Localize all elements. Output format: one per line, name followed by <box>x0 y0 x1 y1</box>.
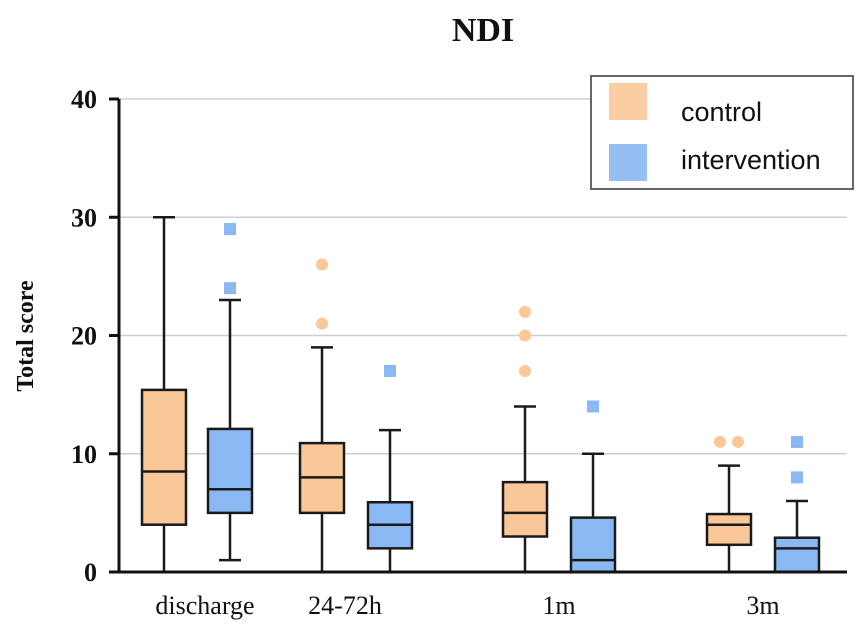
axes: 0 10 20 30 40 discharge 24-72h 1m 3m <box>71 85 847 620</box>
x-tick-label-1m: 1m <box>542 591 575 620</box>
outlier-point <box>587 400 599 413</box>
legend-label-control: control <box>681 97 762 127</box>
outlier-point <box>714 435 726 448</box>
chart-title: NDI <box>452 12 514 49</box>
y-axis-label: Total score <box>13 280 39 392</box>
outlier-point <box>791 471 803 484</box>
y-tick-label: 40 <box>71 85 97 114</box>
iqr-box <box>773 536 821 574</box>
outlier-point <box>316 258 328 271</box>
box-intervention-24-72h <box>366 364 414 572</box>
outlier-point <box>519 329 531 342</box>
outlier-point <box>224 223 236 236</box>
box-control-discharge <box>140 216 188 572</box>
outlier-point <box>224 282 236 295</box>
y-tick-label: 30 <box>71 203 97 232</box>
iqr-box <box>140 388 188 526</box>
x-tick-label-discharge: discharge <box>155 591 254 620</box>
legend-swatch-intervention <box>609 144 647 181</box>
x-tick-label-24-72h: 24-72h <box>308 591 382 620</box>
outlier-point <box>519 364 531 377</box>
outlier-point <box>791 435 803 448</box>
outlier-point <box>384 364 396 377</box>
iqr-box <box>501 480 549 538</box>
box-series <box>140 216 821 574</box>
iqr-box <box>206 427 254 515</box>
iqr-box <box>705 512 753 547</box>
legend: control intervention <box>590 75 854 190</box>
box-intervention-1m <box>569 400 617 574</box>
y-tick-label: 0 <box>84 558 97 587</box>
outlier-point <box>316 317 328 330</box>
y-tick-label: 20 <box>71 322 97 351</box>
iqr-box <box>569 516 617 574</box>
box-intervention-3m <box>773 435 821 574</box>
x-tick-label-3m: 3m <box>746 591 779 620</box>
box-control-1m <box>501 305 549 572</box>
box-control-3m <box>705 435 753 572</box>
box-control-24-72h <box>298 258 346 572</box>
outlier-point <box>519 305 531 318</box>
outlier-point <box>732 435 744 448</box>
y-tick-label: 10 <box>71 440 97 469</box>
legend-label-intervention: intervention <box>681 145 821 175</box>
box-intervention-discharge <box>206 223 254 562</box>
legend-swatch-control <box>609 83 647 120</box>
